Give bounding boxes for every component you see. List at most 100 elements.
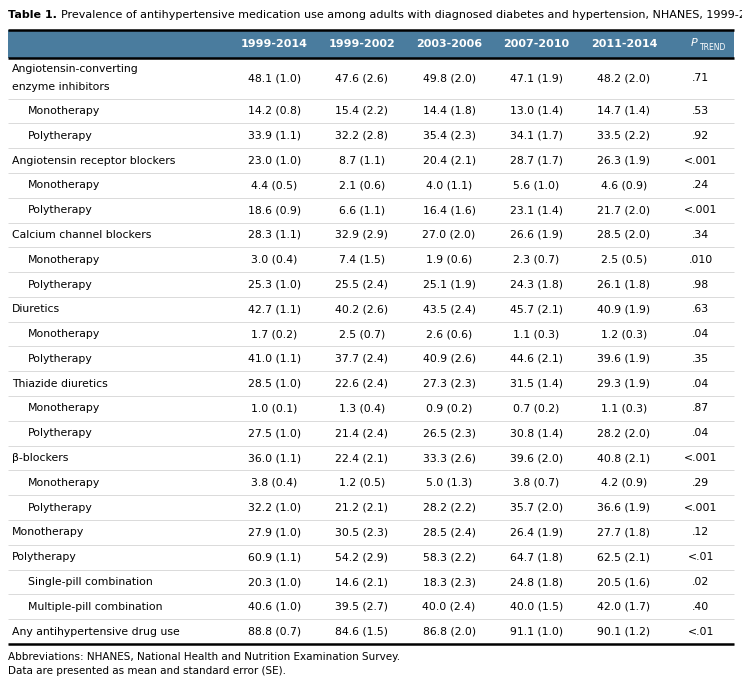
Bar: [8, 30, 734, 58]
Text: 7.4 (1.5): 7.4 (1.5): [338, 255, 384, 265]
Text: 2007-2010: 2007-2010: [503, 39, 570, 49]
Text: 14.4 (1.8): 14.4 (1.8): [422, 106, 476, 116]
Text: 42.0 (1.7): 42.0 (1.7): [597, 602, 651, 612]
Text: 28.5 (1.0): 28.5 (1.0): [248, 379, 301, 388]
Text: Monotherapy: Monotherapy: [28, 106, 100, 116]
Text: enzyme inhibitors: enzyme inhibitors: [12, 82, 110, 92]
Text: 1.3 (0.4): 1.3 (0.4): [338, 404, 385, 413]
Text: 21.2 (2.1): 21.2 (2.1): [335, 502, 388, 513]
Text: 1999-2014: 1999-2014: [240, 39, 308, 49]
Text: 84.6 (1.5): 84.6 (1.5): [335, 627, 388, 637]
Text: $\it{P}$: $\it{P}$: [690, 36, 699, 48]
Text: 45.7 (2.1): 45.7 (2.1): [510, 304, 563, 315]
Text: <.01: <.01: [688, 627, 714, 637]
Text: Abbreviations: NHANES, National Health and Nutrition Examination Survey.: Abbreviations: NHANES, National Health a…: [8, 652, 400, 662]
Text: 2003-2006: 2003-2006: [416, 39, 482, 49]
Text: 25.5 (2.4): 25.5 (2.4): [335, 279, 388, 290]
Text: Polytherapy: Polytherapy: [28, 502, 93, 513]
Text: 21.4 (2.4): 21.4 (2.4): [335, 428, 388, 438]
Text: 5.0 (1.3): 5.0 (1.3): [426, 478, 472, 488]
Text: Single-pill combination: Single-pill combination: [28, 577, 153, 587]
Text: 4.4 (0.5): 4.4 (0.5): [251, 180, 298, 190]
Text: 1.7 (0.2): 1.7 (0.2): [251, 329, 298, 339]
Text: .04: .04: [692, 428, 709, 438]
Text: Polytherapy: Polytherapy: [28, 354, 93, 364]
Text: Diuretics: Diuretics: [12, 304, 60, 315]
Text: 43.5 (2.4): 43.5 (2.4): [422, 304, 476, 315]
Text: 33.3 (2.6): 33.3 (2.6): [422, 453, 476, 463]
Text: 90.1 (1.2): 90.1 (1.2): [597, 627, 651, 637]
Text: 20.3 (1.0): 20.3 (1.0): [248, 577, 301, 587]
Text: .63: .63: [692, 304, 709, 315]
Text: 18.3 (2.3): 18.3 (2.3): [422, 577, 476, 587]
Text: 60.9 (1.1): 60.9 (1.1): [248, 552, 301, 562]
Text: 27.7 (1.8): 27.7 (1.8): [597, 527, 651, 538]
Text: 18.6 (0.9): 18.6 (0.9): [248, 205, 301, 215]
Text: 23.1 (1.4): 23.1 (1.4): [510, 205, 563, 215]
Text: 64.7 (1.8): 64.7 (1.8): [510, 552, 563, 562]
Text: 39.6 (2.0): 39.6 (2.0): [510, 453, 563, 463]
Text: 34.1 (1.7): 34.1 (1.7): [510, 131, 563, 141]
Text: 6.6 (1.1): 6.6 (1.1): [338, 205, 384, 215]
Text: 1.2 (0.5): 1.2 (0.5): [338, 478, 385, 488]
Text: 0.7 (0.2): 0.7 (0.2): [513, 404, 559, 413]
Text: Data are presented as mean and standard error (SE).: Data are presented as mean and standard …: [8, 666, 286, 676]
Text: 1.1 (0.3): 1.1 (0.3): [601, 404, 647, 413]
Text: 39.6 (1.9): 39.6 (1.9): [597, 354, 651, 364]
Text: 49.8 (2.0): 49.8 (2.0): [422, 73, 476, 83]
Text: Monotherapy: Monotherapy: [28, 404, 100, 413]
Text: Prevalence of antihypertensive medication use among adults with diagnosed diabet: Prevalence of antihypertensive medicatio…: [54, 10, 742, 20]
Text: 27.0 (2.0): 27.0 (2.0): [422, 230, 476, 240]
Text: 8.7 (1.1): 8.7 (1.1): [338, 155, 384, 166]
Text: 1.2 (0.3): 1.2 (0.3): [601, 329, 647, 339]
Text: Polytherapy: Polytherapy: [28, 131, 93, 141]
Text: Monotherapy: Monotherapy: [12, 527, 85, 538]
Text: 30.8 (1.4): 30.8 (1.4): [510, 428, 563, 438]
Text: .34: .34: [692, 230, 709, 240]
Text: 23.0 (1.0): 23.0 (1.0): [248, 155, 301, 166]
Text: 40.0 (2.4): 40.0 (2.4): [422, 602, 476, 612]
Text: 2.3 (0.7): 2.3 (0.7): [513, 255, 559, 265]
Text: 29.3 (1.9): 29.3 (1.9): [597, 379, 651, 388]
Text: 25.1 (1.9): 25.1 (1.9): [422, 279, 476, 290]
Text: Thiazide diuretics: Thiazide diuretics: [12, 379, 108, 388]
Text: 28.2 (2.0): 28.2 (2.0): [597, 428, 651, 438]
Text: 48.2 (2.0): 48.2 (2.0): [597, 73, 651, 83]
Text: 42.7 (1.1): 42.7 (1.1): [248, 304, 301, 315]
Text: 2.1 (0.6): 2.1 (0.6): [338, 180, 385, 190]
Text: β-blockers: β-blockers: [12, 453, 68, 463]
Text: 20.5 (1.6): 20.5 (1.6): [597, 577, 651, 587]
Text: 4.6 (0.9): 4.6 (0.9): [601, 180, 647, 190]
Text: 36.6 (1.9): 36.6 (1.9): [597, 502, 651, 513]
Text: .12: .12: [692, 527, 709, 538]
Text: 0.9 (0.2): 0.9 (0.2): [426, 404, 472, 413]
Text: 40.6 (1.0): 40.6 (1.0): [248, 602, 301, 612]
Text: Monotherapy: Monotherapy: [28, 255, 100, 265]
Text: 28.5 (2.4): 28.5 (2.4): [422, 527, 476, 538]
Text: 86.8 (2.0): 86.8 (2.0): [422, 627, 476, 637]
Text: Monotherapy: Monotherapy: [28, 180, 100, 190]
Text: .71: .71: [692, 73, 709, 83]
Text: .02: .02: [692, 577, 709, 587]
Text: .87: .87: [692, 404, 709, 413]
Text: 28.2 (2.2): 28.2 (2.2): [422, 502, 476, 513]
Text: 28.3 (1.1): 28.3 (1.1): [248, 230, 301, 240]
Text: Angiotensin receptor blockers: Angiotensin receptor blockers: [12, 155, 175, 166]
Text: 32.2 (1.0): 32.2 (1.0): [248, 502, 301, 513]
Text: Angiotensin-converting: Angiotensin-converting: [12, 64, 139, 74]
Text: 20.4 (2.1): 20.4 (2.1): [422, 155, 476, 166]
Text: 1.9 (0.6): 1.9 (0.6): [426, 255, 472, 265]
Text: 14.2 (0.8): 14.2 (0.8): [248, 106, 301, 116]
Text: 40.9 (2.6): 40.9 (2.6): [422, 354, 476, 364]
Text: 32.2 (2.8): 32.2 (2.8): [335, 131, 388, 141]
Text: <.001: <.001: [684, 453, 718, 463]
Text: .35: .35: [692, 354, 709, 364]
Text: 35.7 (2.0): 35.7 (2.0): [510, 502, 563, 513]
Text: 35.4 (2.3): 35.4 (2.3): [422, 131, 476, 141]
Text: 28.7 (1.7): 28.7 (1.7): [510, 155, 563, 166]
Text: 40.0 (1.5): 40.0 (1.5): [510, 602, 563, 612]
Text: 33.9 (1.1): 33.9 (1.1): [248, 131, 301, 141]
Text: 26.6 (1.9): 26.6 (1.9): [510, 230, 563, 240]
Text: 3.8 (0.4): 3.8 (0.4): [251, 478, 298, 488]
Text: 24.8 (1.8): 24.8 (1.8): [510, 577, 563, 587]
